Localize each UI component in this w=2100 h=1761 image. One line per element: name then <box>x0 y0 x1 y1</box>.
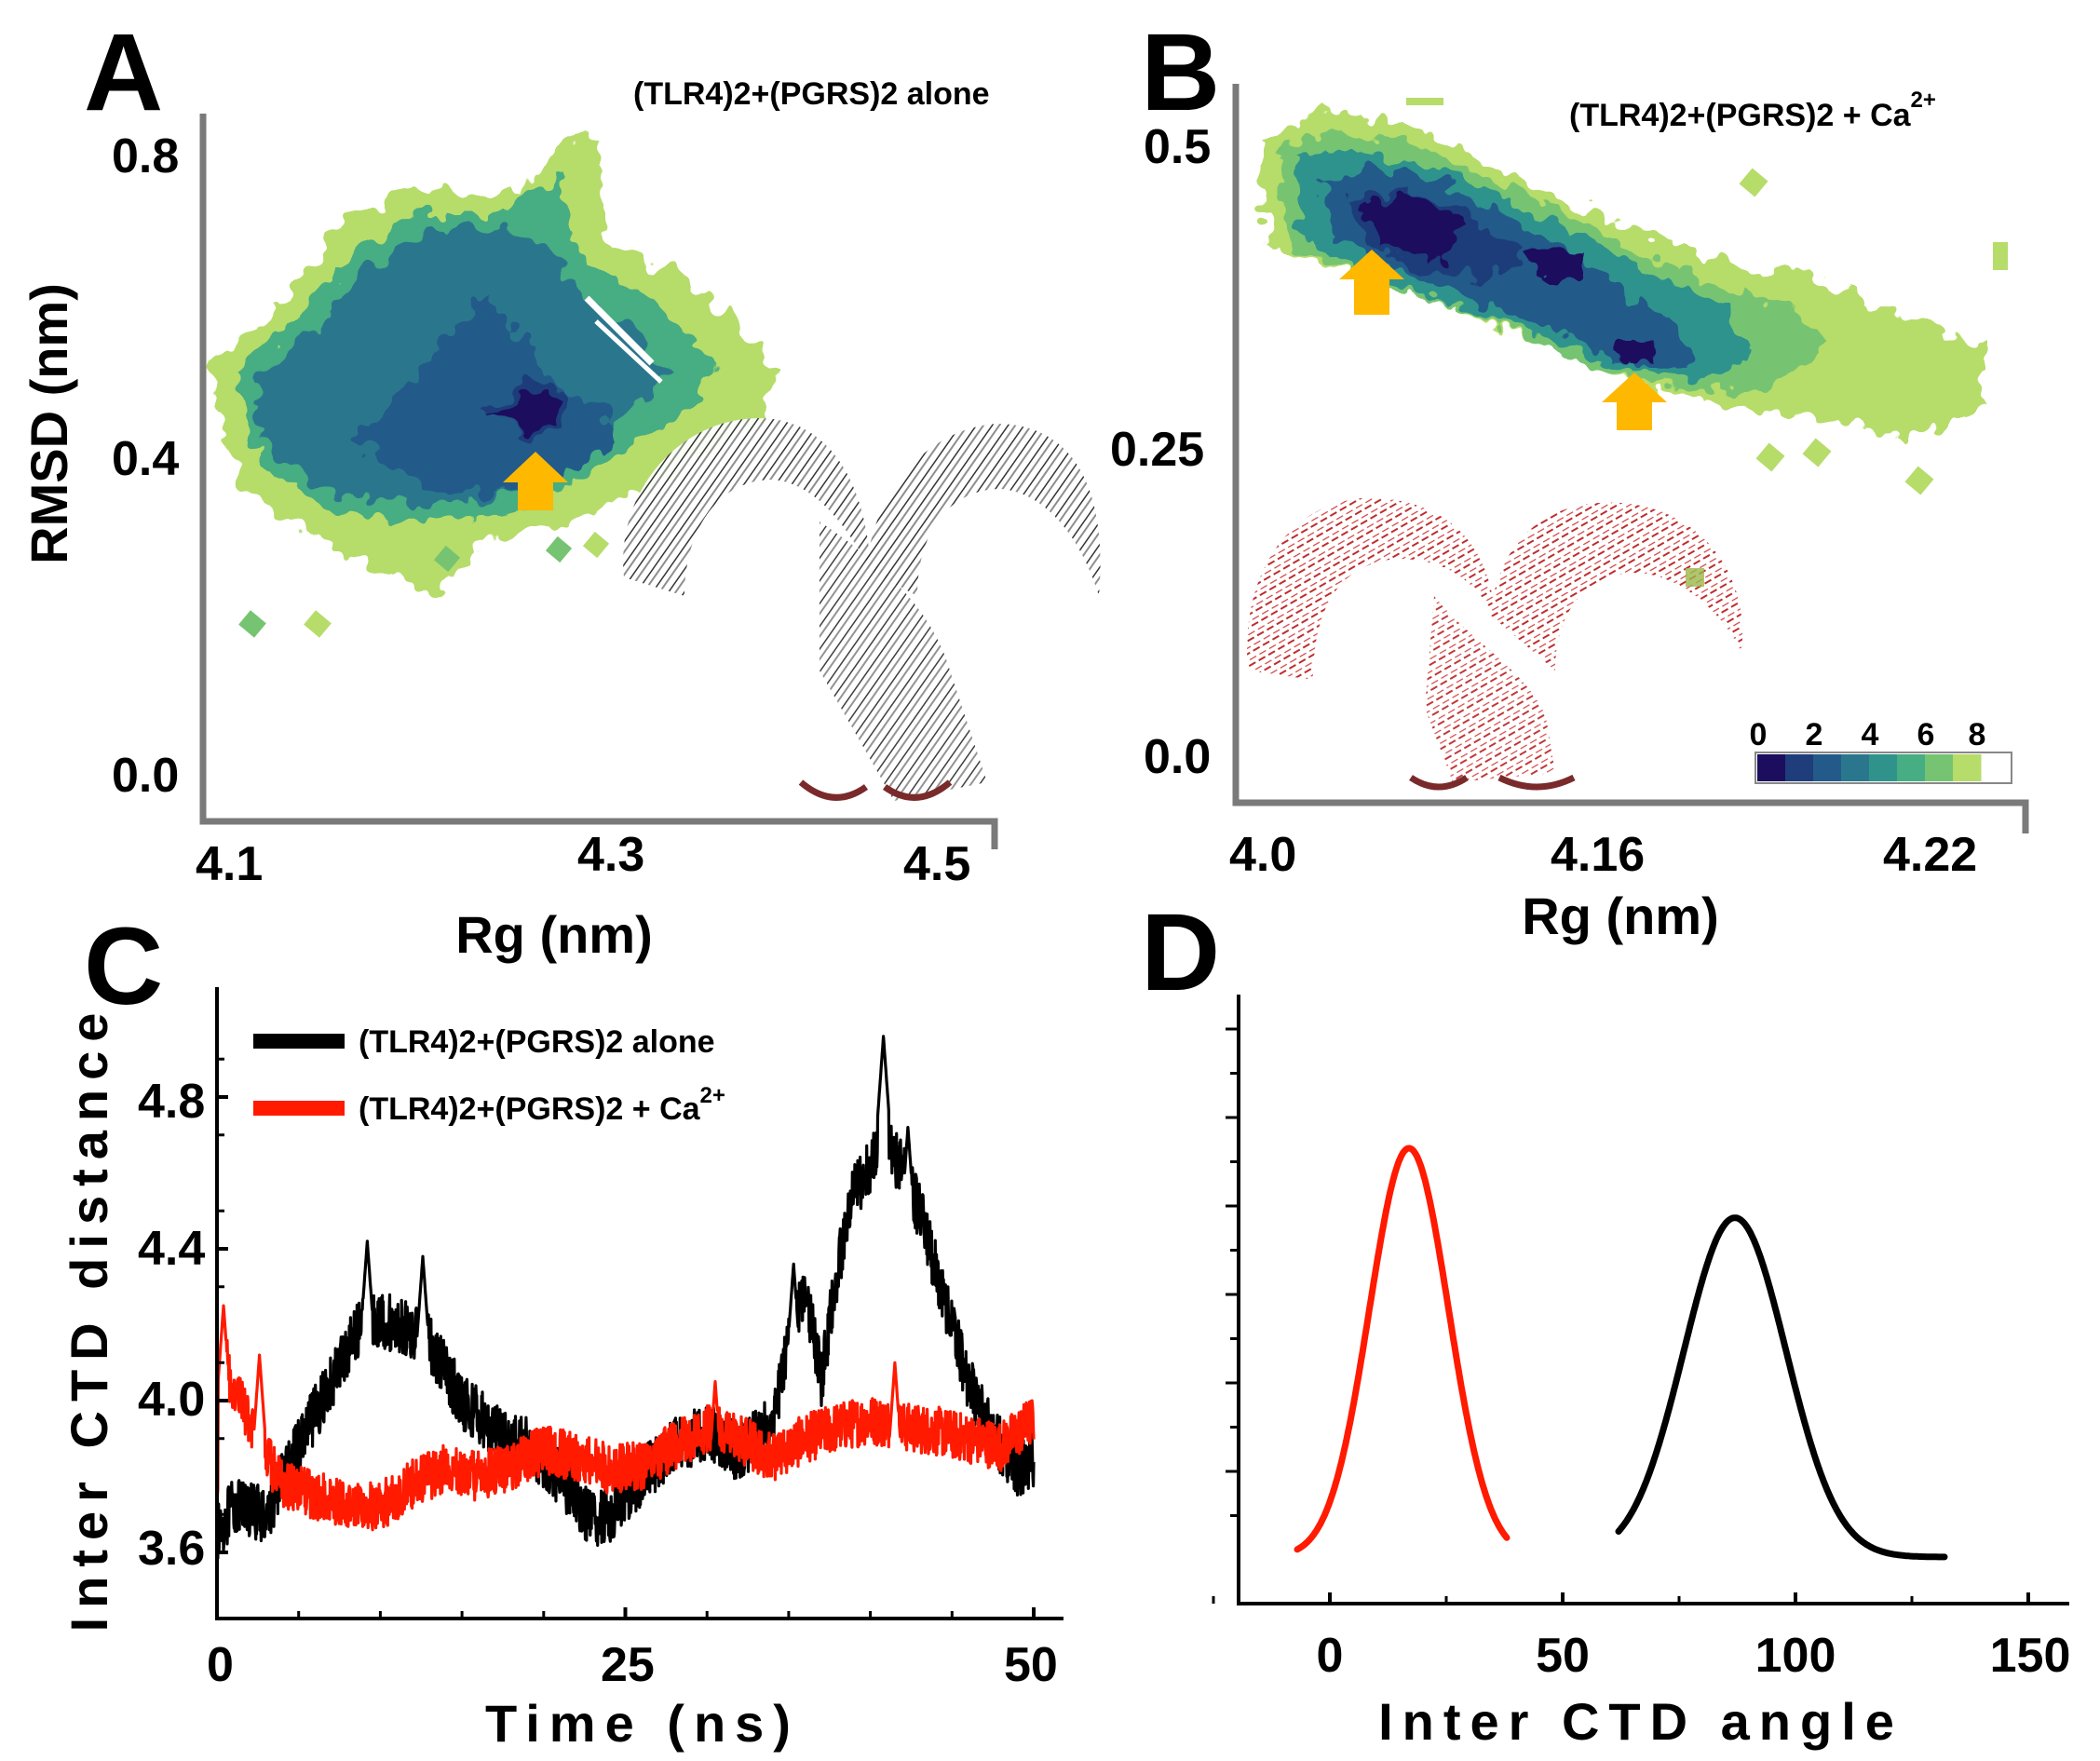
panel-c-ytick-1: 4.4 <box>138 1222 205 1276</box>
panel-a-ylabel: RMSD (nm) <box>20 283 78 564</box>
panel-b-colorbar: 0 2 4 6 8 <box>1750 717 2012 784</box>
panel-a: A (TLR4)2+(PGRS)2 alone <box>20 11 1101 964</box>
panel-label-c: C <box>84 905 163 1028</box>
colorbar-tick-3: 6 <box>1917 717 1935 752</box>
panel-d-tick-marks <box>1212 1027 2030 1604</box>
panel-a-density-map <box>210 138 773 638</box>
colorbar-swatch-4 <box>1869 754 1898 781</box>
panel-label-b: B <box>1141 11 1220 134</box>
panel-b-xtick-2: 4.22 <box>1883 828 1977 882</box>
panel-a-ytick-0: 0.8 <box>112 129 179 183</box>
panel-b-title-main: (TLR4)2+(PGRS)2 + Ca <box>1569 98 1912 133</box>
panel-label-d: D <box>1141 891 1220 1014</box>
panel-d-curve-alone <box>1615 1214 1948 1561</box>
panel-d-xtick-0: 0 <box>1317 1629 1344 1683</box>
colorbar-swatch-6 <box>1925 754 1954 781</box>
panel-label-a: A <box>84 11 163 134</box>
panel-c-ytick-3: 3.6 <box>138 1522 205 1576</box>
colorbar-swatch-5 <box>1897 754 1926 781</box>
panel-b-xtick-1: 4.16 <box>1551 828 1645 882</box>
panel-b-xlabel: Rg (nm) <box>1522 887 1719 945</box>
panel-b-density-map <box>1262 98 2008 495</box>
panel-a-xtick-0: 4.1 <box>196 837 263 891</box>
panel-a-xtick-1: 4.3 <box>577 828 644 882</box>
panel-a-minimum-arrow <box>503 452 568 510</box>
panel-c-legend: (TLR4)2+(PGRS)2 alone (TLR4)2+(PGRS)2 + … <box>253 1024 725 1127</box>
panel-d-series <box>1294 1145 1948 1561</box>
legend-label-alone-main: (TLR4)2+(PGRS)2 alone <box>359 1024 715 1060</box>
panel-c-series <box>215 1035 1036 1560</box>
colorbar-swatch-0 <box>1757 754 1786 781</box>
panel-c: C (TLR4)2+(PGRS)2 alone (TLR4)2+(PGRS)2 … <box>60 905 1064 1753</box>
panel-b-ytick-0: 0.5 <box>1144 120 1211 174</box>
panel-a-xlabel: Rg (nm) <box>455 905 653 964</box>
panel-c-xtick-0: 0 <box>207 1638 234 1692</box>
panel-c-xtick-1: 25 <box>601 1638 655 1692</box>
legend-label-ca-sup: 2+ <box>700 1083 725 1108</box>
colorbar-swatch-2 <box>1813 754 1842 781</box>
panel-b-ytick-1: 0.25 <box>1110 423 1204 477</box>
panel-d-xtick-1: 50 <box>1536 1629 1590 1683</box>
panel-c-ytick-2: 4.0 <box>138 1373 205 1427</box>
legend-label-ca: (TLR4)2+(PGRS)2 + Ca2+ <box>359 1083 725 1127</box>
colorbar-tick-4: 8 <box>1969 717 1986 752</box>
colorbar-swatch-1 <box>1785 754 1814 781</box>
colorbar-tick-2: 4 <box>1862 717 1879 752</box>
panel-b-xtick-0: 4.0 <box>1229 828 1296 882</box>
panel-a-ytick-1: 0.4 <box>112 432 179 486</box>
panel-b: B (TLR4)2+(PGRS)2 + Ca2+ <box>1110 11 2029 945</box>
panel-c-xlabel: Time (ns) <box>485 1694 800 1753</box>
colorbar-swatch-3 <box>1841 754 1870 781</box>
panel-c-xtick-2: 50 <box>1004 1638 1058 1692</box>
panel-b-minimum-arrow-2 <box>1602 373 1667 430</box>
panel-b-title: (TLR4)2+(PGRS)2 + Ca2+ <box>1569 88 1936 133</box>
panel-a-title: (TLR4)2+(PGRS)2 alone <box>633 76 990 112</box>
legend-label-ca-main: (TLR4)2+(PGRS)2 + Ca <box>359 1091 701 1127</box>
legend-label-alone: (TLR4)2+(PGRS)2 alone <box>359 1024 715 1060</box>
colorbar-swatch-7 <box>1953 754 1982 781</box>
panel-d-xlabel: Inter CTD angle <box>1378 1692 1904 1751</box>
panel-a-protein-structure <box>623 418 1101 801</box>
panel-a-xtick-2: 4.5 <box>903 837 970 891</box>
panel-b-ytick-2: 0.0 <box>1144 730 1211 784</box>
panel-b-minimum-arrow-1 <box>1339 250 1404 315</box>
panel-d-xtick-2: 100 <box>1755 1629 1836 1683</box>
panel-d: D 0 50 100 150 Inter CTD angle <box>1141 891 2070 1751</box>
colorbar-tick-1: 2 <box>1806 717 1823 752</box>
colorbar-tick-0: 0 <box>1750 717 1768 752</box>
panel-d-xtick-3: 150 <box>1990 1629 2071 1683</box>
panel-b-title-sup: 2+ <box>1911 88 1936 113</box>
panel-d-curve-ca <box>1294 1145 1511 1553</box>
panel-c-line-ca <box>215 1304 1036 1532</box>
panel-c-ytick-0: 4.8 <box>138 1075 205 1129</box>
panel-c-tick-marks <box>215 1057 1036 1619</box>
panel-a-ytick-2: 0.0 <box>112 749 179 803</box>
panel-c-ylabel: Inter CTD distance <box>60 1004 118 1632</box>
panel-b-protein-structure <box>1247 497 1743 791</box>
